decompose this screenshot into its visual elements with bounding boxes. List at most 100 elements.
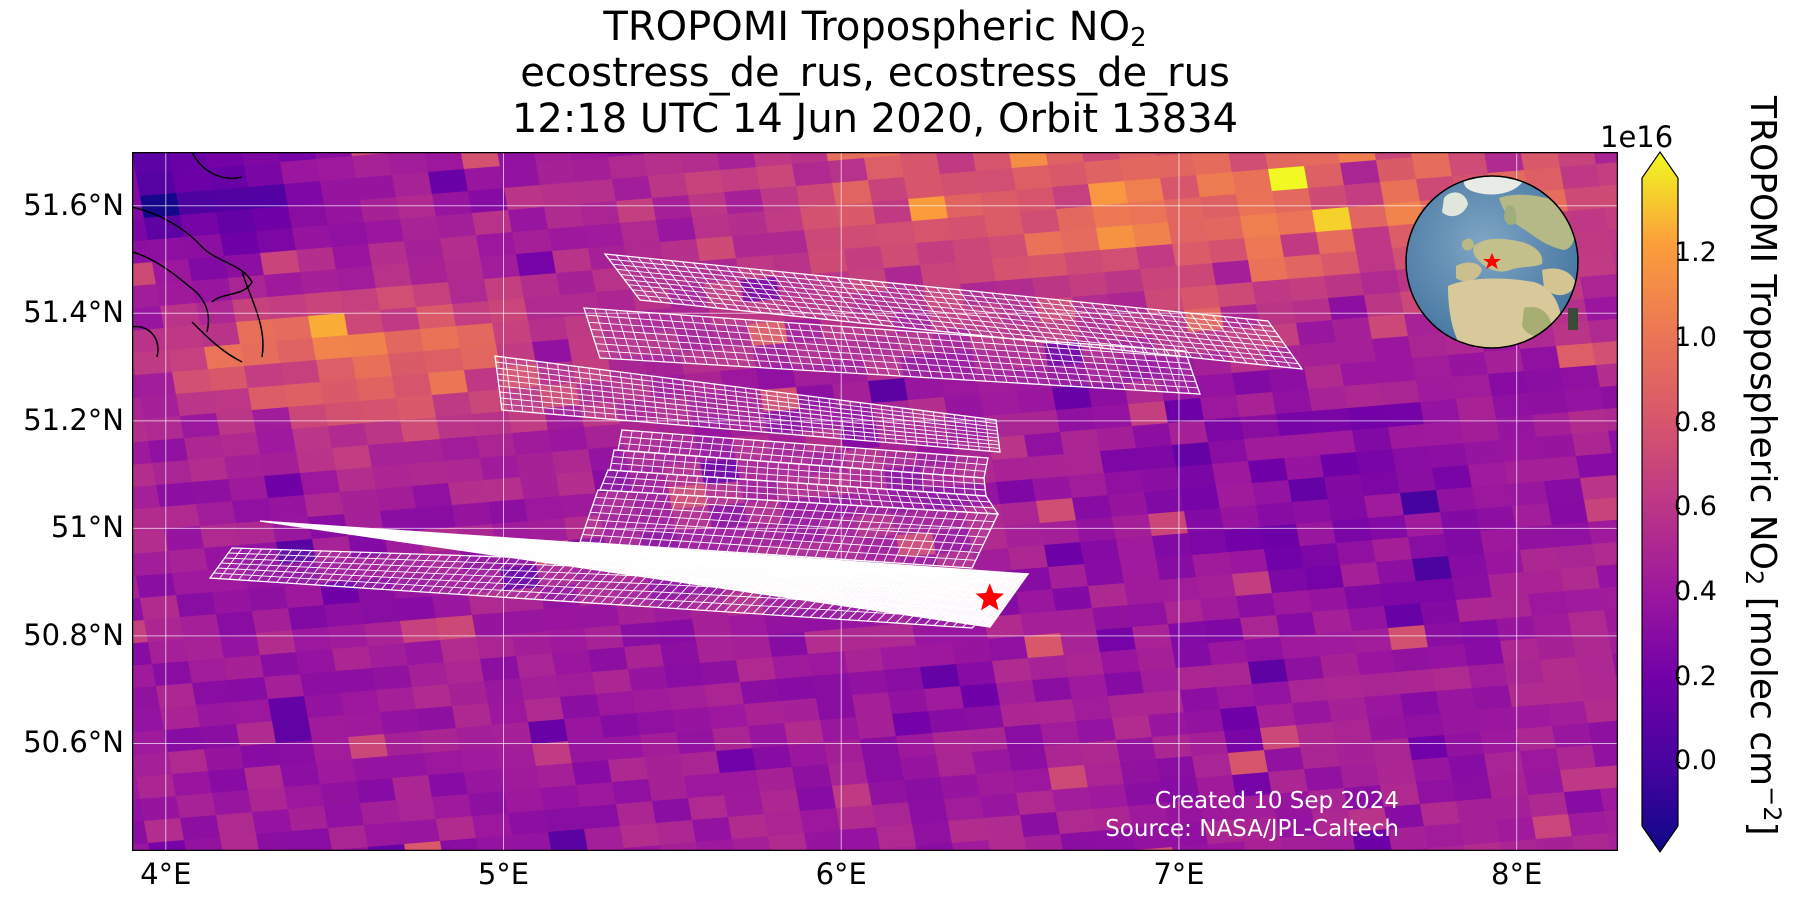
no2-pixel <box>172 168 213 194</box>
no2-pixel <box>1048 162 1089 188</box>
no2-pixel <box>1364 493 1405 519</box>
no2-pixel <box>1508 682 1549 708</box>
no2-pixel <box>1560 365 1601 391</box>
no2-pixel <box>288 605 329 631</box>
no2-pixel <box>1500 437 1541 463</box>
no2-pixel <box>1152 734 1193 760</box>
no2-pixel <box>1280 634 1321 660</box>
no2-pixel <box>272 316 313 342</box>
no2-pixel <box>1052 385 1093 411</box>
no2-pixel <box>336 467 377 493</box>
no2-pixel <box>1564 387 1605 413</box>
no2-pixel <box>1012 366 1053 392</box>
no2-pixel <box>1308 788 1349 814</box>
no2-pixel <box>1108 693 1149 719</box>
footprint-scene <box>583 307 1201 395</box>
no2-pixel <box>144 818 185 844</box>
no2-pixel <box>260 652 301 678</box>
no2-pixel <box>584 424 625 450</box>
no2-pixel <box>1396 669 1437 695</box>
no2-pixel <box>132 441 153 466</box>
no2-pixel <box>216 410 257 436</box>
no2-pixel <box>720 368 761 394</box>
no2-pixel <box>1528 591 1569 617</box>
no2-pixel <box>264 272 305 298</box>
no2-pixel <box>424 750 465 776</box>
no2-pixel <box>132 620 149 645</box>
no2-pixel <box>592 468 633 494</box>
no2-pixel <box>160 303 201 329</box>
no2-pixel <box>572 358 613 384</box>
no2-pixel <box>1009 152 1049 169</box>
no2-pixel <box>1220 706 1261 732</box>
no2-pixel <box>232 297 273 323</box>
no2-pixel <box>1492 795 1533 821</box>
no2-pixel <box>1360 672 1401 698</box>
no2-pixel <box>1464 641 1505 667</box>
no2-pixel <box>1136 646 1177 672</box>
no2-pixel <box>1160 778 1201 804</box>
no2-pixel <box>516 251 557 277</box>
no2-pixel <box>328 825 369 851</box>
no2-pixel <box>1392 446 1433 472</box>
no2-pixel <box>452 502 493 528</box>
no2-pixel <box>496 744 537 770</box>
no2-pixel <box>1045 152 1085 166</box>
no2-pixel <box>132 218 149 243</box>
no2-pixel <box>396 797 437 823</box>
no2-pixel <box>656 217 697 243</box>
no2-pixel <box>1444 531 1485 557</box>
no2-pixel <box>1384 201 1425 227</box>
no2-pixel <box>800 808 841 834</box>
no2-pixel <box>1172 241 1213 267</box>
no2-pixel <box>1016 187 1057 213</box>
no2-pixel <box>212 790 253 816</box>
no2-pixel <box>1248 659 1289 685</box>
no2-pixel <box>1020 410 1061 436</box>
no2-pixel <box>1080 740 1121 766</box>
no2-pixel <box>1100 649 1141 675</box>
no2-pixel <box>1340 361 1381 387</box>
no2-pixel <box>1344 182 1385 208</box>
no2-pixel <box>924 686 965 712</box>
no2-pixel <box>1428 845 1467 851</box>
no2-pixel <box>1612 251 1618 275</box>
no2-pixel <box>536 763 577 789</box>
no2-pixel <box>596 691 637 717</box>
no2-pixel <box>576 782 617 808</box>
no2-pixel <box>1052 586 1093 612</box>
no2-pixel <box>1236 593 1277 619</box>
no2-pixel <box>948 215 989 241</box>
no2-pixel <box>1304 364 1345 390</box>
no2-pixel <box>1492 594 1533 620</box>
no2-pixel <box>1612 653 1618 677</box>
no2-pixel <box>1560 164 1601 190</box>
no2-pixel <box>228 476 269 502</box>
no2-pixel <box>753 152 793 168</box>
no2-pixel <box>1096 426 1137 452</box>
no2-pixel <box>420 728 461 754</box>
no2-pixel <box>1172 442 1213 468</box>
no2-pixel <box>300 269 341 295</box>
site-star-icon <box>975 583 1005 611</box>
no2-pixel <box>352 756 393 782</box>
no2-pixel <box>756 767 797 793</box>
no2-pixel <box>1460 418 1501 444</box>
no2-pixel <box>1336 741 1377 767</box>
no2-pixel <box>716 152 757 171</box>
no2-pixel <box>584 223 625 249</box>
no2-pixel <box>908 196 949 222</box>
no2-pixel <box>1104 269 1145 295</box>
no2-pixel <box>416 304 457 330</box>
no2-pixel <box>432 794 473 820</box>
no2-pixel <box>1332 518 1373 544</box>
no2-pixel <box>920 664 961 690</box>
no2-pixel <box>332 646 373 672</box>
no2-pixel <box>1088 784 1129 810</box>
lon-tick-label: 7°E <box>1153 857 1205 891</box>
no2-pixel <box>252 608 293 634</box>
no2-pixel <box>144 416 185 442</box>
no2-pixel <box>236 319 277 345</box>
no2-pixel <box>988 636 1029 662</box>
no2-pixel <box>852 491 893 517</box>
